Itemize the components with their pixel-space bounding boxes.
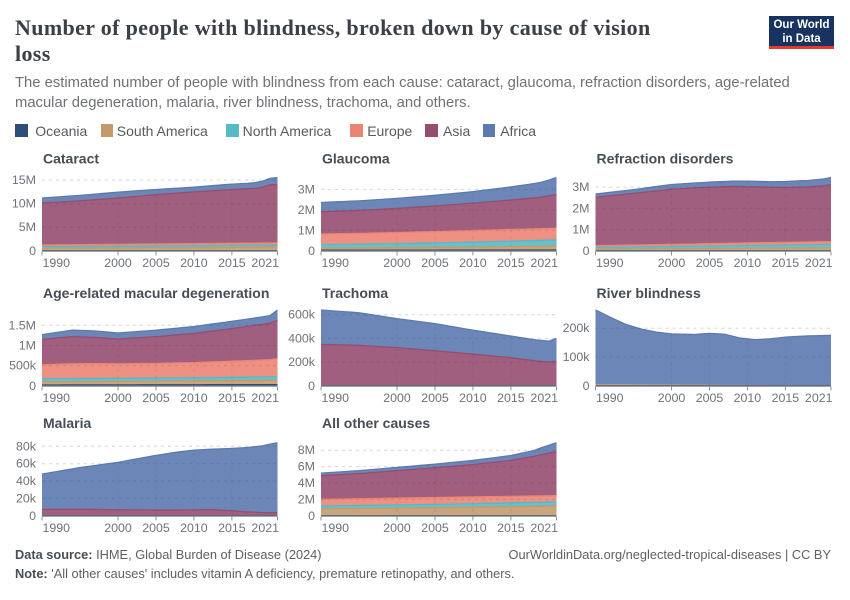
svg-text:River blindness: River blindness (597, 285, 701, 301)
svg-text:1990: 1990 (596, 256, 624, 270)
svg-text:2005: 2005 (421, 256, 449, 270)
svg-text:Malaria: Malaria (43, 415, 91, 431)
svg-text:80k: 80k (16, 439, 37, 453)
svg-text:2010: 2010 (459, 521, 487, 535)
svg-text:1990: 1990 (596, 391, 624, 405)
svg-text:2015: 2015 (497, 521, 525, 535)
svg-text:0: 0 (308, 509, 315, 523)
svg-text:2005: 2005 (142, 391, 170, 405)
svg-text:Cataract: Cataract (43, 151, 99, 167)
svg-text:6M: 6M (298, 460, 315, 474)
svg-text:1M: 1M (298, 223, 315, 237)
svg-text:2015: 2015 (772, 256, 800, 270)
svg-text:1990: 1990 (322, 256, 350, 270)
svg-text:2015: 2015 (497, 391, 525, 405)
svg-text:2000: 2000 (383, 256, 411, 270)
svg-text:2005: 2005 (696, 256, 724, 270)
svg-text:Age-related macular degenerati: Age-related macular degeneration (43, 285, 269, 301)
svg-text:2015: 2015 (218, 521, 246, 535)
svg-text:3M: 3M (298, 182, 315, 196)
svg-text:0: 0 (308, 244, 315, 258)
svg-text:600k: 600k (288, 308, 316, 322)
svg-text:Trachoma: Trachoma (322, 285, 388, 301)
svg-text:1M: 1M (572, 223, 589, 237)
svg-text:2021: 2021 (805, 256, 833, 270)
svg-text:Refraction disorders: Refraction disorders (597, 151, 734, 167)
svg-text:1990: 1990 (43, 521, 71, 535)
svg-text:2M: 2M (572, 201, 589, 215)
svg-text:1990: 1990 (322, 521, 350, 535)
svg-text:2010: 2010 (180, 521, 208, 535)
svg-text:2000: 2000 (658, 391, 686, 405)
svg-text:2000: 2000 (658, 256, 686, 270)
svg-text:0: 0 (29, 379, 36, 393)
svg-text:2015: 2015 (218, 256, 246, 270)
svg-text:1990: 1990 (322, 391, 350, 405)
svg-text:200k: 200k (288, 355, 316, 369)
svg-text:2010: 2010 (180, 391, 208, 405)
svg-text:2000: 2000 (104, 256, 132, 270)
svg-text:2010: 2010 (734, 391, 762, 405)
svg-text:All other causes: All other causes (322, 415, 430, 431)
svg-text:2021: 2021 (530, 256, 558, 270)
svg-text:1.5M: 1.5M (8, 318, 36, 332)
svg-text:2005: 2005 (142, 256, 170, 270)
svg-text:400k: 400k (288, 331, 316, 345)
svg-text:0: 0 (29, 244, 36, 258)
svg-text:1990: 1990 (43, 256, 71, 270)
svg-text:0: 0 (583, 244, 590, 258)
svg-text:2000: 2000 (383, 391, 411, 405)
svg-text:0: 0 (29, 509, 36, 523)
svg-text:2015: 2015 (497, 256, 525, 270)
svg-text:5M: 5M (19, 220, 36, 234)
svg-text:2015: 2015 (218, 391, 246, 405)
svg-text:2021: 2021 (530, 391, 558, 405)
svg-text:2010: 2010 (734, 256, 762, 270)
svg-text:10M: 10M (12, 197, 36, 211)
svg-text:40k: 40k (16, 474, 37, 488)
svg-text:2010: 2010 (180, 256, 208, 270)
svg-text:Glaucoma: Glaucoma (322, 151, 390, 167)
svg-text:100k: 100k (563, 350, 591, 364)
svg-text:2005: 2005 (696, 391, 724, 405)
svg-text:1990: 1990 (43, 391, 71, 405)
svg-text:60k: 60k (16, 457, 37, 471)
svg-text:20k: 20k (16, 491, 37, 505)
svg-text:0: 0 (308, 379, 315, 393)
svg-text:2021: 2021 (251, 521, 279, 535)
svg-text:2021: 2021 (251, 391, 279, 405)
svg-text:2005: 2005 (142, 521, 170, 535)
svg-text:0: 0 (583, 379, 590, 393)
svg-text:500k: 500k (9, 359, 37, 373)
svg-text:2000: 2000 (104, 521, 132, 535)
svg-text:15M: 15M (12, 173, 36, 187)
svg-text:2000: 2000 (104, 391, 132, 405)
svg-text:1M: 1M (19, 339, 36, 353)
svg-text:2000: 2000 (383, 521, 411, 535)
svg-text:8M: 8M (298, 443, 315, 457)
svg-text:2021: 2021 (530, 521, 558, 535)
svg-text:2010: 2010 (459, 256, 487, 270)
svg-text:2005: 2005 (421, 521, 449, 535)
svg-text:2021: 2021 (805, 391, 833, 405)
svg-text:3M: 3M (572, 180, 589, 194)
svg-text:200k: 200k (563, 321, 591, 335)
svg-text:2021: 2021 (251, 256, 279, 270)
svg-text:4M: 4M (298, 476, 315, 490)
svg-text:2005: 2005 (421, 391, 449, 405)
svg-text:2015: 2015 (772, 391, 800, 405)
svg-text:2M: 2M (298, 492, 315, 506)
svg-text:2010: 2010 (459, 391, 487, 405)
svg-text:2M: 2M (298, 203, 315, 217)
